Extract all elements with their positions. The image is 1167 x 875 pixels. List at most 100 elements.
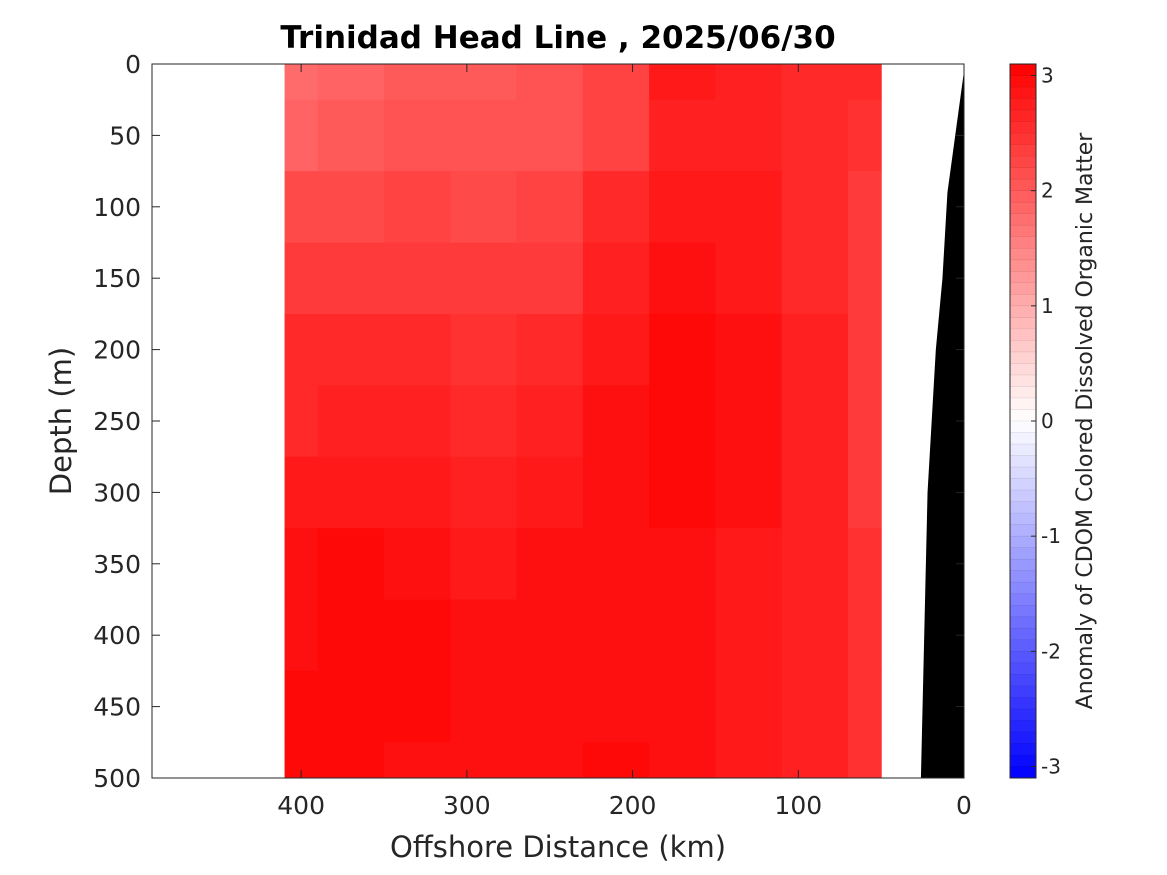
colorbar	[1010, 63, 1036, 779]
colorbar-tick-label: 0	[1041, 409, 1054, 433]
heatmap-cell	[649, 599, 717, 672]
colorbar-swatch	[1010, 490, 1036, 503]
colorbar-swatch	[1010, 282, 1036, 295]
colorbar-swatch	[1010, 144, 1036, 157]
heatmap-cell	[516, 742, 584, 778]
colorbar-swatch	[1010, 513, 1036, 526]
heatmap-cell	[384, 64, 451, 101]
colorbar-swatch	[1010, 386, 1036, 399]
colorbar-swatch	[1010, 501, 1036, 514]
colorbar-swatch	[1010, 213, 1036, 226]
y-tick-label: 350	[93, 550, 141, 579]
heatmap-cell	[516, 171, 584, 244]
colorbar-swatch	[1010, 628, 1036, 641]
heatmap-cell	[450, 528, 518, 601]
heatmap-cell	[649, 171, 717, 244]
heatmap-cell	[848, 528, 882, 601]
heatmap-cell	[715, 456, 783, 529]
heatmap-cell	[781, 528, 849, 601]
heatmap-cell	[384, 171, 451, 244]
x-tick-label: 400	[277, 791, 325, 820]
colorbar-swatch	[1010, 662, 1036, 675]
colorbar-tick-label: 1	[1041, 294, 1054, 318]
heatmap-cell	[450, 599, 518, 672]
heatmap-cell	[715, 64, 783, 101]
bathymetry-layer	[920, 71, 964, 778]
heatmap-cell	[848, 599, 882, 672]
heatmap-cell	[450, 99, 518, 172]
heatmap-cell	[649, 64, 717, 101]
heatmap-cell	[649, 385, 717, 458]
y-tick-label: 200	[93, 336, 141, 365]
heatmap-cell	[317, 385, 385, 458]
colorbar-swatch	[1010, 593, 1036, 606]
heatmap-cell	[284, 242, 319, 315]
colorbar-swatch	[1010, 397, 1036, 410]
heatmap-cell	[715, 99, 783, 172]
y-tick-label: 50	[109, 121, 141, 150]
heatmap-cell	[284, 171, 319, 244]
colorbar-swatch	[1010, 167, 1036, 180]
x-tick-label: 200	[609, 791, 657, 820]
heatmap-cell	[781, 242, 849, 315]
heatmap-cell	[582, 385, 650, 458]
seafloor-polygon	[920, 71, 964, 778]
heatmap-cell	[516, 64, 584, 101]
heatmap-cell	[715, 385, 783, 458]
colorbar-tick-label: -2	[1041, 639, 1061, 663]
heatmap-cell	[284, 385, 319, 458]
colorbar-swatch	[1010, 374, 1036, 387]
heatmap-cell	[582, 742, 650, 778]
heatmap-cell	[450, 64, 518, 101]
y-tick-label: 250	[93, 407, 141, 436]
y-axis: 0 50 100 150 200 250 300 350 400 450 500	[93, 50, 964, 793]
colorbar-tick-label: 3	[1041, 64, 1054, 88]
heatmap-cell	[781, 742, 849, 778]
heatmap-cell	[848, 64, 882, 101]
colorbar-swatch	[1010, 444, 1036, 456]
colorbar-swatch	[1010, 328, 1036, 341]
heatmap-cell	[715, 528, 783, 601]
heatmap-cell	[649, 242, 717, 315]
heatmap-cell	[317, 64, 385, 101]
heatmap-cell	[848, 242, 882, 315]
heatmap-cell	[284, 99, 319, 172]
heatmap-cell	[582, 528, 650, 601]
colorbar-swatch	[1010, 110, 1036, 122]
heatmap-cell	[317, 528, 385, 601]
colorbar-swatch	[1010, 236, 1036, 249]
colorbar-swatch	[1010, 259, 1036, 272]
colorbar-frame	[1009, 63, 1037, 779]
heatmap-cell	[781, 313, 849, 386]
heatmap-cell	[781, 385, 849, 458]
colorbar-tick-label: -1	[1041, 524, 1061, 548]
heatmap-cell	[384, 313, 451, 386]
colorbar-swatch	[1010, 731, 1036, 744]
heatmap-cell	[649, 456, 717, 529]
colorbar-swatch	[1010, 409, 1036, 422]
colorbar-swatch	[1010, 421, 1036, 433]
heatmap-cell	[781, 64, 849, 101]
colorbar-swatch	[1010, 271, 1036, 284]
heatmap-cell	[317, 313, 385, 386]
heatmap-cell	[284, 670, 319, 743]
colorbar-swatch	[1010, 294, 1036, 307]
colorbar-swatch	[1010, 98, 1036, 111]
y-tick-label: 400	[93, 621, 141, 650]
heatmap-cell	[317, 99, 385, 172]
colorbar-swatch	[1010, 766, 1036, 779]
heatmap-cell	[516, 313, 584, 386]
heatmap-cell	[384, 599, 451, 672]
heatmap-cell	[317, 670, 385, 743]
colorbar-swatch	[1010, 64, 1036, 76]
colorbar-swatch	[1010, 432, 1036, 445]
heatmap-cell	[384, 742, 451, 778]
heatmap-cell	[317, 599, 385, 672]
colorbar-swatch	[1010, 317, 1036, 330]
heatmap-cell	[450, 242, 518, 315]
colorbar-swatch	[1010, 547, 1036, 560]
heatmap-cell	[284, 456, 319, 529]
colorbar-swatch	[1010, 743, 1036, 756]
y-tick-label: 150	[93, 264, 141, 293]
colorbar-swatch	[1010, 697, 1036, 710]
